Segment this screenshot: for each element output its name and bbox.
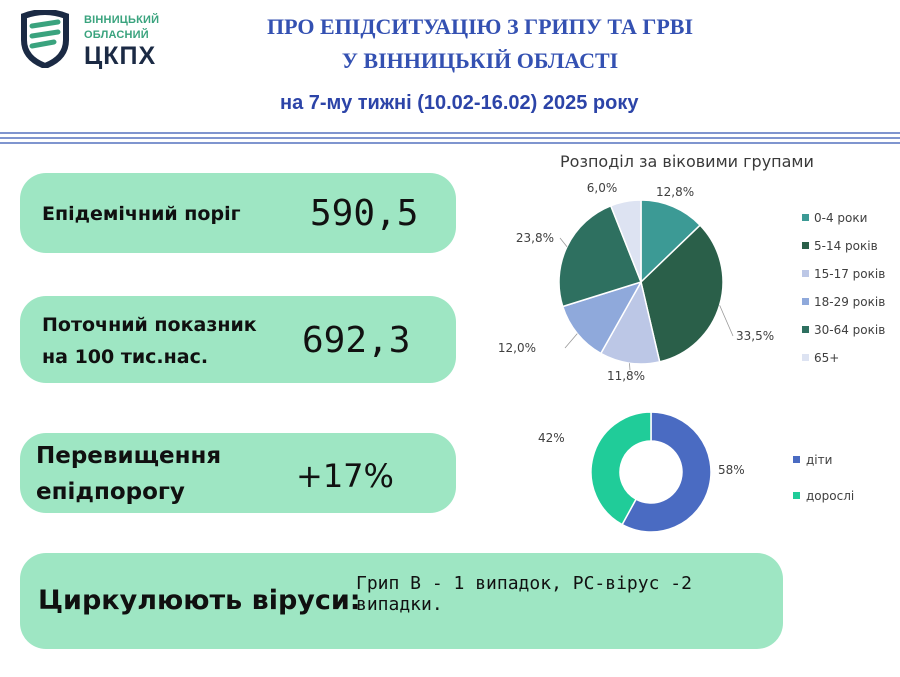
current-rate-label-line1: Поточний показник [42, 314, 257, 336]
donut-legend-swatch-0 [793, 456, 800, 463]
pie-data-label-2: 11,8% [607, 369, 645, 383]
org-name-line2: ОБЛАСНИЙ [84, 29, 149, 41]
page-title-line1: ПРО ЕПІДСИТУАЦІЮ З ГРИПУ ТА ГРВІ [266, 14, 694, 39]
excess-value: +17% [296, 457, 394, 495]
current-rate-card: Поточний показник на 100 тис.нас. 692,3 [20, 296, 456, 383]
pie-legend-swatch-3 [802, 298, 809, 305]
pie-leader-line-3 [564, 333, 578, 349]
page-subtitle: на 7-му тижні (10.02-16.02) 2025 року [280, 92, 639, 114]
header-divider [0, 132, 900, 144]
pie-legend-label-2: 15-17 років [814, 267, 885, 281]
pie-legend-label-0: 0-4 роки [814, 211, 867, 225]
age-pie-chart: 12,8% 33,5% 11,8% 12,0% 23,8% 6,0% 0-4 роки 5-1… [498, 181, 885, 383]
pie-data-label-0: 12,8% [656, 185, 694, 199]
donut-data-label-1: 42% [538, 431, 565, 445]
pie-slice-2 [599, 279, 661, 365]
pie-legend-swatch-4 [802, 326, 809, 333]
donut-legend-swatch-1 [793, 492, 800, 499]
pie-data-label-1: 33,5% [736, 329, 774, 343]
donut-legend-label-1: дорослі [806, 489, 854, 503]
logo: ВІННИЦЬКИЙ ОБЛАСНИЙ ЦКПХ [18, 8, 178, 72]
donut-legend-label-0: діти [806, 453, 832, 467]
excess-card: Перевищення епідпорогу +17% [20, 433, 456, 513]
pie-legend-label-1: 5-14 років [814, 239, 878, 253]
age-chart-title: Розподіл за віковими групами [560, 152, 814, 171]
threshold-card: Епідемічний поріг 590,5 [20, 173, 456, 253]
threshold-label: Епідемічний поріг [42, 203, 241, 225]
shield-logo-icon [21, 10, 69, 68]
pie-leader-line-4 [559, 237, 568, 247]
threshold-value: 590,5 [310, 193, 419, 234]
page-title-line2: У ВІННИЦЬКІЙ ОБЛАСТІ [341, 48, 619, 73]
pie-legend-swatch-0 [802, 214, 809, 221]
adults-children-donut-chart: 58% 42% діти дорослі [538, 411, 854, 533]
pie-legend-label-3: 18-29 років [814, 295, 885, 309]
excess-label-line1: Перевищення [36, 443, 222, 469]
pie-data-label-4: 23,8% [516, 231, 554, 245]
donut-slice-1 [590, 411, 652, 526]
pie-slice-3 [561, 280, 643, 355]
viruses-label: Циркулюють віруси: [38, 585, 361, 616]
pie-leader-line-1 [719, 305, 734, 337]
pie-slice-1 [640, 224, 724, 363]
pie-data-label-3: 12,0% [498, 341, 536, 355]
pie-legend-label-4: 30-64 років [814, 323, 885, 337]
donut-data-label-0: 58% [718, 463, 745, 477]
pie-legend-swatch-1 [802, 242, 809, 249]
pie-slice-5 [609, 199, 642, 283]
pie-leader-line-2 [629, 363, 631, 371]
pie-legend-swatch-2 [802, 270, 809, 277]
viruses-value: Грип В - 1 випадок, РС-вірус -2 випадки. [356, 573, 692, 615]
org-abbreviation: ЦКПХ [84, 42, 157, 70]
excess-label-line2: епідпорогу [36, 479, 185, 505]
current-rate-label-line2: на 100 тис.нас. [42, 346, 209, 368]
viruses-card: Циркулюють віруси: Грип В - 1 випадок, Р… [20, 553, 783, 649]
donut-slice-0 [621, 411, 712, 533]
org-name-line1: ВІННИЦЬКИЙ [84, 14, 160, 26]
pie-legend-swatch-5 [802, 354, 809, 361]
pie-legend-label-5: 65+ [814, 351, 839, 365]
current-rate-value: 692,3 [302, 320, 411, 361]
pie-data-label-5: 6,0% [587, 181, 618, 195]
pie-slice-0 [640, 199, 702, 284]
